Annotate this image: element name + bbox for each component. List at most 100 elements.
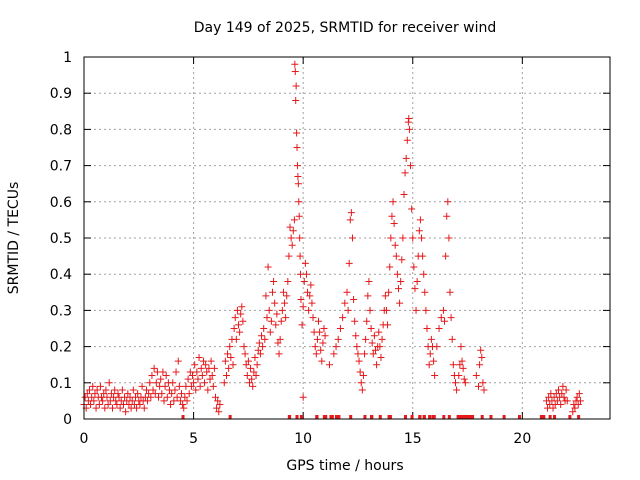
data-point	[444, 198, 452, 206]
data-point	[102, 386, 110, 394]
data-point	[458, 357, 466, 365]
data-point	[113, 401, 121, 409]
data-point	[402, 154, 410, 162]
data-point	[373, 361, 381, 369]
data-point	[311, 343, 319, 351]
data-point	[251, 353, 259, 361]
data-point	[148, 372, 156, 380]
data-point	[366, 306, 374, 314]
data-point	[99, 397, 107, 405]
zero-value-bar	[548, 415, 552, 419]
data-point	[431, 372, 439, 380]
data-point	[180, 404, 188, 412]
data-point	[293, 144, 301, 151]
data-point	[128, 397, 136, 405]
grid	[84, 57, 610, 419]
data-point	[398, 256, 406, 264]
data-point	[184, 375, 192, 383]
data-point	[476, 361, 484, 369]
data-point	[239, 317, 247, 325]
data-point	[214, 397, 222, 405]
y-tick-label: 0.1	[50, 376, 72, 392]
data-point	[202, 361, 210, 369]
data-point	[209, 382, 217, 390]
data-point	[313, 335, 321, 343]
data-point	[418, 234, 426, 242]
data-point	[201, 379, 209, 387]
data-point	[295, 212, 303, 220]
data-point	[336, 325, 344, 332]
data-point	[576, 397, 584, 405]
data-point	[350, 296, 358, 304]
data-point	[273, 310, 281, 318]
data-point	[573, 393, 581, 401]
zero-value-bar	[299, 415, 303, 419]
data-point	[124, 390, 132, 398]
data-point	[358, 386, 366, 394]
data-point	[279, 288, 287, 296]
data-point	[199, 357, 207, 365]
data-point	[381, 292, 389, 300]
zero-value-bar	[315, 415, 319, 419]
data-point	[384, 321, 392, 329]
y-tick-label: 0.3	[50, 303, 72, 319]
data-point	[145, 390, 153, 398]
data-point	[195, 353, 203, 361]
data-point	[173, 393, 181, 401]
tick-labels: 00.10.20.30.40.50.60.70.80.910 5 10 15 20	[50, 50, 610, 447]
data-point	[150, 364, 158, 372]
data-point	[321, 332, 329, 340]
data-point	[456, 361, 464, 369]
data-point	[100, 390, 108, 398]
data-point	[480, 386, 488, 394]
zero-value-bar	[428, 415, 432, 419]
y-tick-label: 0.8	[50, 122, 72, 138]
data-point	[370, 332, 378, 340]
data-point	[278, 306, 286, 314]
data-point	[275, 350, 283, 358]
data-point	[403, 136, 411, 144]
data-point	[197, 364, 205, 372]
chart-title: Day 149 of 2025, SRMTID for receiver win…	[194, 20, 497, 36]
y-tick-label: 0	[63, 412, 72, 428]
zero-value-bar	[228, 415, 232, 419]
data-point	[286, 223, 294, 231]
data-point	[388, 212, 396, 220]
data-point	[142, 386, 150, 394]
data-point	[412, 306, 420, 314]
data-point	[459, 364, 467, 372]
data-point	[435, 325, 443, 332]
data-point	[172, 368, 180, 376]
data-point	[284, 277, 292, 285]
data-point	[302, 270, 310, 278]
data-point	[422, 306, 430, 314]
data-point	[158, 390, 166, 398]
data-point	[395, 285, 403, 293]
zero-value-bar	[489, 415, 493, 419]
data-point	[236, 328, 244, 336]
data-point	[147, 393, 155, 401]
zero-value-bar	[431, 415, 436, 419]
data-point	[461, 379, 469, 387]
data-point	[553, 397, 561, 405]
data-point	[317, 346, 325, 354]
data-point	[159, 368, 167, 376]
data-point	[104, 401, 112, 409]
data-point	[225, 364, 233, 372]
zero-value-bar	[568, 415, 572, 419]
data-point	[285, 252, 293, 260]
data-point	[297, 296, 305, 304]
data-point	[103, 393, 111, 401]
data-point	[274, 339, 282, 347]
data-point	[241, 350, 249, 358]
data-point	[155, 393, 163, 401]
data-point	[160, 397, 168, 405]
data-point	[363, 317, 371, 325]
data-point	[297, 270, 305, 278]
data-point	[390, 220, 398, 228]
data-point	[427, 335, 435, 343]
data-point	[262, 292, 270, 300]
x-tick-label: 10	[294, 431, 312, 447]
data-point	[193, 368, 201, 376]
data-point	[457, 343, 465, 351]
